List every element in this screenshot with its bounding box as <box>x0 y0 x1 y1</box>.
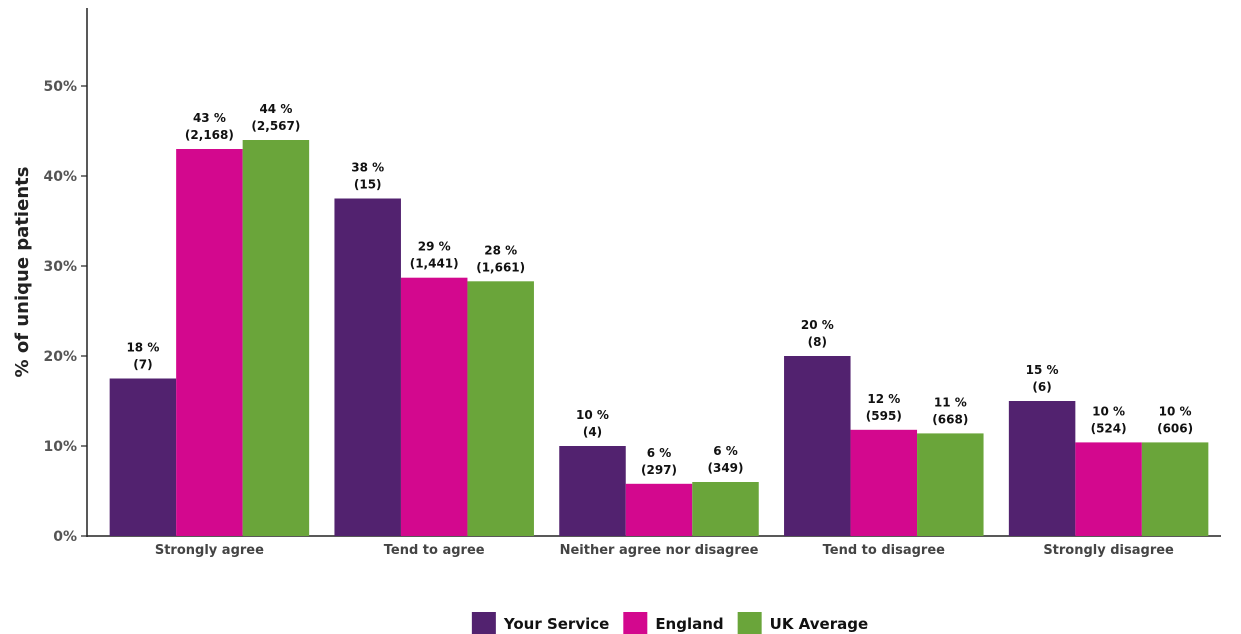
data-label-count: (7) <box>133 358 152 372</box>
y-tick-label: 50% <box>43 79 77 95</box>
data-label-percent: 10 % <box>576 408 609 422</box>
y-tick-label: 30% <box>43 259 77 275</box>
data-label-percent: 10 % <box>1159 404 1192 418</box>
y-tick-label: 10% <box>43 439 77 455</box>
data-label-percent: 6 % <box>647 446 672 460</box>
data-label-percent: 15 % <box>1026 363 1059 377</box>
legend-label: UK Average <box>770 615 868 633</box>
y-tick-label: 40% <box>43 169 77 185</box>
bar-england-2 <box>625 483 693 536</box>
data-label-percent: 18 % <box>126 341 159 355</box>
data-label-count: (668) <box>932 412 968 426</box>
x-tick-label: Neither agree nor disagree <box>560 543 759 558</box>
data-label-count: (606) <box>1157 421 1193 435</box>
x-tick-labels: Strongly agree Tend to agree Neither agree… <box>155 543 1174 558</box>
data-label-count: (2,567) <box>251 119 300 133</box>
x-tick-label: Tend to agree <box>384 543 485 558</box>
bar-uk-average-4 <box>1141 442 1209 536</box>
data-label-percent: 28 % <box>484 243 517 257</box>
bar-uk-average-2 <box>692 482 759 536</box>
data-label-percent: 38 % <box>351 161 384 175</box>
bar-uk-average-1 <box>467 281 534 536</box>
bar-your-service-3 <box>784 356 851 536</box>
data-label-count: (524) <box>1091 421 1127 435</box>
bars: 18 % (7) 43 % (2,168) 44 % (2,567) 38 % (15) 29 … <box>109 102 1209 536</box>
bar-your-service-1 <box>334 198 401 536</box>
x-tick-label: Tend to disagree <box>823 543 946 558</box>
legend-label: Your Service <box>503 615 609 633</box>
bar-england-3 <box>850 429 918 536</box>
y-axis-title: % of unique patients <box>12 167 33 378</box>
data-label-count: (15) <box>354 178 382 192</box>
bar-uk-average-0 <box>242 140 310 536</box>
bar-your-service-4 <box>1008 401 1076 536</box>
data-label-percent: 44 % <box>259 102 292 116</box>
legend-swatch <box>737 612 762 634</box>
data-label-percent: 20 % <box>801 318 834 332</box>
bar-your-service-2 <box>559 446 626 536</box>
y-tick-label: 0% <box>53 529 77 545</box>
bar-england-0 <box>176 149 243 536</box>
legend-swatch <box>623 612 648 634</box>
data-label-percent: 43 % <box>193 111 226 125</box>
data-label-count: (297) <box>641 463 677 477</box>
data-label-percent: 12 % <box>867 392 900 406</box>
bar-england-1 <box>400 277 468 536</box>
data-label-percent: 11 % <box>934 395 967 409</box>
data-label-count: (349) <box>707 461 743 475</box>
data-label-count: (2,168) <box>185 128 234 142</box>
x-tick-label: Strongly disagree <box>1043 543 1174 558</box>
data-label-count: (8) <box>808 335 827 349</box>
data-label-percent: 10 % <box>1092 404 1125 418</box>
legend: Your Service England UK Average <box>471 612 868 634</box>
data-label-count: (6) <box>1032 380 1051 394</box>
data-label-count: (595) <box>866 409 902 423</box>
y-ticks: 0% 10% 20% 30% 40% 50% <box>43 79 87 545</box>
bar-your-service-0 <box>109 378 177 536</box>
data-label-count: (1,661) <box>476 260 525 274</box>
bar-uk-average-3 <box>917 433 984 536</box>
legend-label: England <box>655 615 723 633</box>
data-label-count: (4) <box>583 425 602 439</box>
bar-england-4 <box>1075 442 1142 536</box>
data-label-percent: 29 % <box>418 240 451 254</box>
legend-swatch <box>471 612 496 634</box>
y-tick-label: 20% <box>43 349 77 365</box>
data-label-count: (1,441) <box>410 257 459 271</box>
x-tick-label: Strongly agree <box>155 543 264 558</box>
data-label-percent: 6 % <box>713 444 738 458</box>
